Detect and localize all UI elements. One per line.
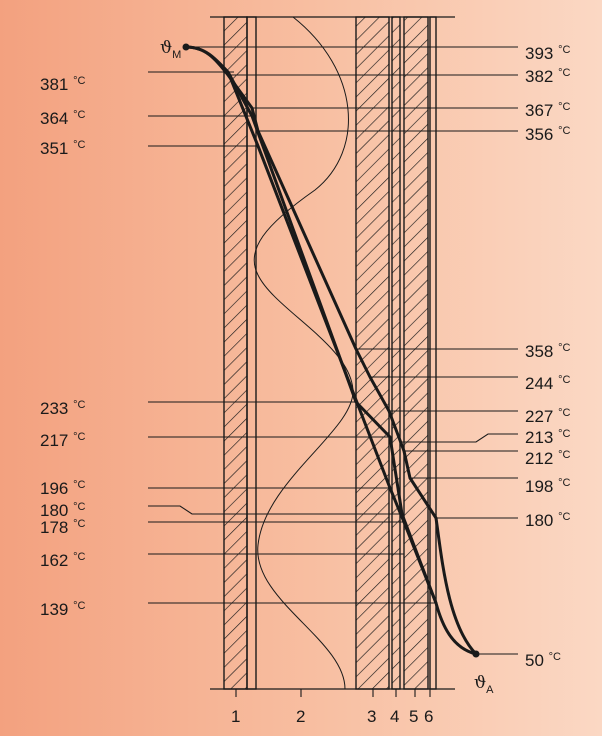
temp-label: 213 °C (525, 428, 571, 447)
layer-number-4: 4 (390, 707, 399, 726)
temp-label: 358 °C (525, 342, 571, 361)
outer-temperature-symbol: ϑA (474, 673, 494, 696)
temp-label: 198 °C (525, 477, 571, 496)
layer-5-wall (403, 16, 429, 690)
leader-lines (148, 46, 518, 655)
temp-label: 178 °C (40, 518, 86, 537)
temperature-profiles (185, 45, 478, 656)
temp-label: 196 °C (40, 479, 86, 498)
temp-label: 50 °C (525, 651, 561, 670)
layer-numbers: 1 2 3 4 5 6 (231, 707, 433, 726)
temp-label: 367 °C (525, 101, 571, 120)
temp-label: 180 °C (525, 511, 571, 530)
left-temperature-labels: 381 °C 364 °C 351 °C 233 °C 217 °C 196 °… (40, 75, 86, 619)
profile-curve-middle (185, 45, 477, 656)
temp-label: 382 °C (525, 67, 571, 86)
inner-temperature-point (182, 43, 190, 51)
temp-label: 364 °C (40, 109, 86, 128)
layer-1-liner (246, 16, 257, 690)
temp-label: 233 °C (40, 399, 86, 418)
layer-4-wall (391, 16, 401, 690)
layer-ticks (235, 689, 431, 697)
layer-number-3: 3 (367, 707, 376, 726)
inner-temperature-symbol: ϑM (160, 38, 181, 61)
temp-label: 244 °C (525, 374, 571, 393)
wall-layers (223, 16, 437, 690)
layer-3-wall (355, 16, 390, 690)
temp-label: 162 °C (40, 551, 86, 570)
temp-label: 227 °C (525, 407, 571, 426)
outer-temperature-point (472, 650, 480, 658)
temp-label: 217 °C (40, 431, 86, 450)
temp-label: 393 °C (525, 44, 571, 63)
temp-label: 356 °C (525, 125, 571, 144)
temp-label: 351 °C (40, 139, 86, 158)
layer-number-6: 6 (424, 707, 433, 726)
profile-curve-lower (226, 71, 438, 604)
layer-2-wave (253, 16, 354, 690)
right-temperature-labels: 393 °C 382 °C 367 °C 356 °C 358 °C 244 °… (525, 44, 571, 670)
temp-label: 212 °C (525, 449, 571, 468)
layer-number-2: 2 (296, 707, 305, 726)
temp-label: 139 °C (40, 600, 86, 619)
layer-6-wall (429, 16, 437, 690)
layer-number-5: 5 (409, 707, 418, 726)
layer-1-wall (223, 16, 248, 690)
layer-number-1: 1 (231, 707, 240, 726)
temp-label: 180 °C (40, 501, 86, 520)
temp-label: 381 °C (40, 75, 86, 94)
